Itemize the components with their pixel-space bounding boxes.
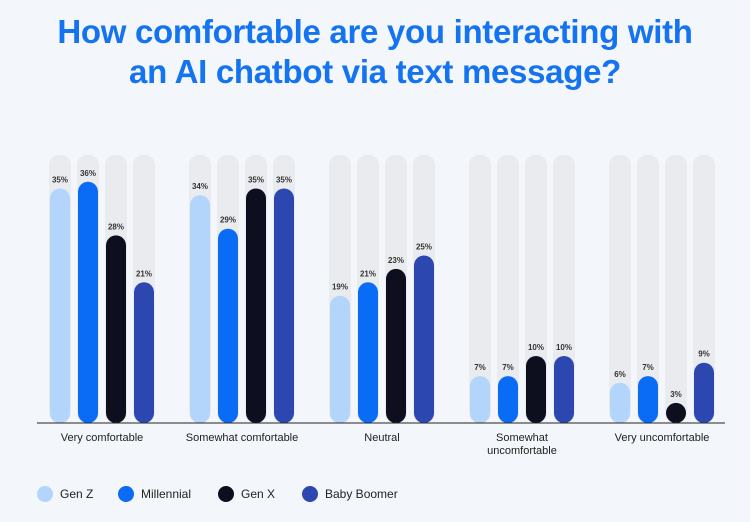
value-label: 36% <box>80 169 96 178</box>
bar <box>666 402 686 423</box>
value-label: 9% <box>698 350 710 359</box>
bar <box>694 362 714 423</box>
bar-track <box>693 155 715 423</box>
bar <box>554 356 574 423</box>
bar-track <box>497 155 519 423</box>
x-tick-label: Neutral <box>364 432 400 444</box>
value-label: 7% <box>502 363 514 372</box>
value-label: 29% <box>220 216 236 225</box>
value-label: 23% <box>388 256 404 265</box>
bar <box>610 382 630 423</box>
x-tick-label: Somewhat uncomfortable <box>487 432 557 457</box>
bar <box>414 255 434 423</box>
bar <box>106 235 126 423</box>
legend-label: Baby Boomer <box>325 487 398 501</box>
bar <box>330 295 350 423</box>
value-label: 10% <box>528 343 544 352</box>
legend-swatch <box>302 486 318 502</box>
value-label: 7% <box>474 363 486 372</box>
value-label: 35% <box>52 176 68 185</box>
legend-label: Millennial <box>141 487 192 501</box>
value-label: 35% <box>248 176 264 185</box>
bar <box>246 188 266 423</box>
bar <box>190 195 210 423</box>
legend-label: Gen X <box>241 487 276 501</box>
chart-title: How comfortable are you interacting with… <box>57 13 693 90</box>
bar <box>526 356 546 423</box>
x-tick-label: Somewhat comfortable <box>185 432 299 444</box>
value-label: 10% <box>556 343 572 352</box>
bar-track <box>665 155 687 423</box>
value-label: 34% <box>192 182 208 191</box>
x-tick-label: Very comfortable <box>60 432 144 444</box>
value-label: 28% <box>108 222 124 231</box>
value-label: 21% <box>136 269 152 278</box>
bar-track <box>553 155 575 423</box>
bar <box>358 282 378 423</box>
bar <box>50 188 70 423</box>
legend-swatch <box>118 486 134 502</box>
value-label: 7% <box>642 363 654 372</box>
bar <box>274 188 294 423</box>
value-label: 25% <box>416 243 432 252</box>
bar <box>78 181 98 423</box>
bar-track <box>637 155 659 423</box>
legend-swatch <box>37 486 53 502</box>
bar <box>498 376 518 423</box>
x-tick-label: Very uncomfortable <box>614 432 710 444</box>
bar <box>470 376 490 423</box>
value-label: 6% <box>614 370 626 379</box>
legend-label: Gen Z <box>60 487 94 501</box>
bar <box>134 282 154 423</box>
bar-track <box>609 155 631 423</box>
bar <box>638 376 658 423</box>
legend-swatch <box>218 486 234 502</box>
bar-track <box>469 155 491 423</box>
value-label: 35% <box>276 176 292 185</box>
bar <box>218 228 238 423</box>
value-label: 3% <box>670 390 682 399</box>
value-label: 19% <box>332 283 348 292</box>
bar <box>386 268 406 423</box>
value-label: 21% <box>360 269 376 278</box>
bar-track <box>525 155 547 423</box>
